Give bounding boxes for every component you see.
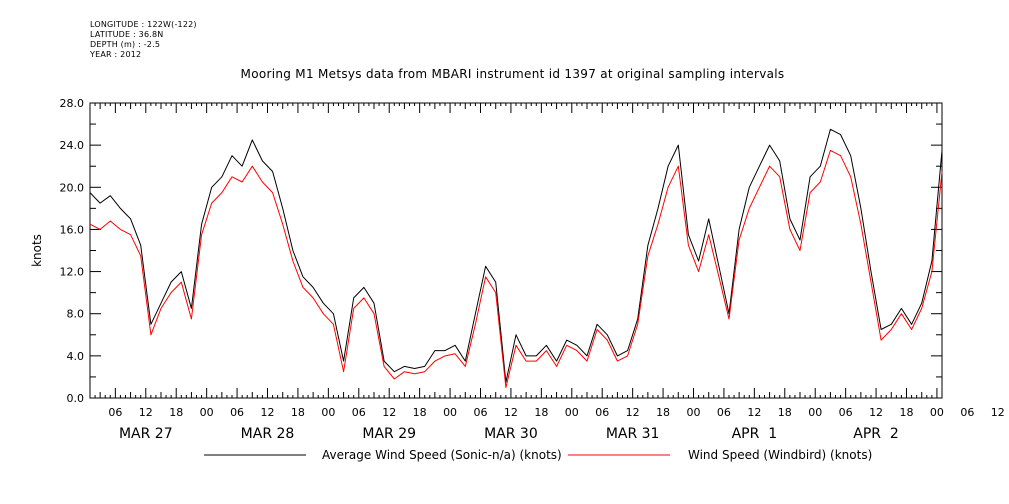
y-tick-label: 4.0: [67, 350, 85, 363]
x-day-label: APR 1: [732, 426, 778, 442]
series-line-windbird: [89, 149, 943, 388]
y-tick-label: 20.0: [60, 181, 85, 194]
year-text: YEAR : 2012: [90, 50, 142, 59]
x-hour-label: 00: [687, 406, 701, 419]
x-hour-label: 00: [443, 406, 457, 419]
series-layer: [89, 128, 943, 388]
x-hour-label: 06: [839, 406, 853, 419]
x-hour-label: 00: [565, 406, 579, 419]
legend-label-sonic: Average Wind Speed (Sonic-n/a) (knots): [322, 448, 562, 462]
x-hour-label: 06: [717, 406, 731, 419]
y-tick-label: 0.0: [67, 392, 85, 405]
x-hour-label: 00: [930, 406, 944, 419]
x-day-label: APR 2: [853, 426, 899, 442]
y-tick-label: 16.0: [60, 223, 85, 236]
x-hour-label: 18: [656, 406, 670, 419]
latitude-text: LATITUDE : 36.8N: [90, 30, 164, 39]
station-metadata: LONGITUDE : 122W(-122) LATITUDE : 36.8N …: [90, 20, 197, 60]
depth-text: DEPTH (m) : -2.5: [90, 40, 161, 49]
x-hour-label: 18: [778, 406, 792, 419]
longitude-text: LONGITUDE : 122W(-122): [90, 20, 197, 29]
x-hour-label: 12: [869, 406, 883, 419]
x-hour-label: 06: [960, 406, 974, 419]
x-hour-label: 12: [504, 406, 518, 419]
x-hour-label: 06: [595, 406, 609, 419]
x-day-label: MAR 30: [484, 426, 538, 442]
legend: Average Wind Speed (Sonic-n/a) (knots) Wi…: [204, 448, 872, 462]
y-tick-label: 24.0: [60, 139, 85, 152]
x-day-label: MAR 31: [606, 426, 660, 442]
y-tick-label: 8.0: [67, 308, 85, 321]
x-hour-label: 06: [474, 406, 488, 419]
chart-title: Mooring M1 Metsys data from MBARI instru…: [240, 67, 785, 81]
x-day-label: MAR 28: [241, 426, 295, 442]
x-hour-label: 00: [200, 406, 214, 419]
y-tick-label: 12.0: [60, 266, 85, 279]
x-day-label: MAR 29: [362, 426, 416, 442]
plot-axes: [89, 102, 943, 399]
plot-frame: [89, 102, 943, 399]
y-tick-label: 28.0: [60, 97, 85, 110]
legend-label-windbird: Wind Speed (Windbird) (knots): [688, 448, 872, 462]
x-hour-label: 18: [413, 406, 427, 419]
series-line-sonic: [89, 128, 943, 383]
x-hour-label: 12: [139, 406, 153, 419]
x-hour-label: 06: [230, 406, 244, 419]
x-hour-label: 12: [261, 406, 275, 419]
x-day-label: MAR 27: [119, 426, 173, 442]
x-hour-label: 12: [382, 406, 396, 419]
x-hour-label: 18: [900, 406, 914, 419]
x-hour-label: 06: [352, 406, 366, 419]
y-axis-label: knots: [30, 234, 44, 267]
x-hour-label: 18: [291, 406, 305, 419]
x-hour-label: 12: [747, 406, 761, 419]
x-hour-label: 00: [808, 406, 822, 419]
x-hour-label: 18: [534, 406, 548, 419]
axis-labels: 0.0 4.0 8.0 12.0 16.0 20.0 24.0 28.0 06 12 18 00 06 1…: [30, 97, 1005, 442]
x-hour-label: 12: [991, 406, 1005, 419]
x-hour-label: 00: [321, 406, 335, 419]
x-hour-label: 06: [108, 406, 122, 419]
x-hour-label: 18: [169, 406, 183, 419]
x-hour-label: 12: [626, 406, 640, 419]
